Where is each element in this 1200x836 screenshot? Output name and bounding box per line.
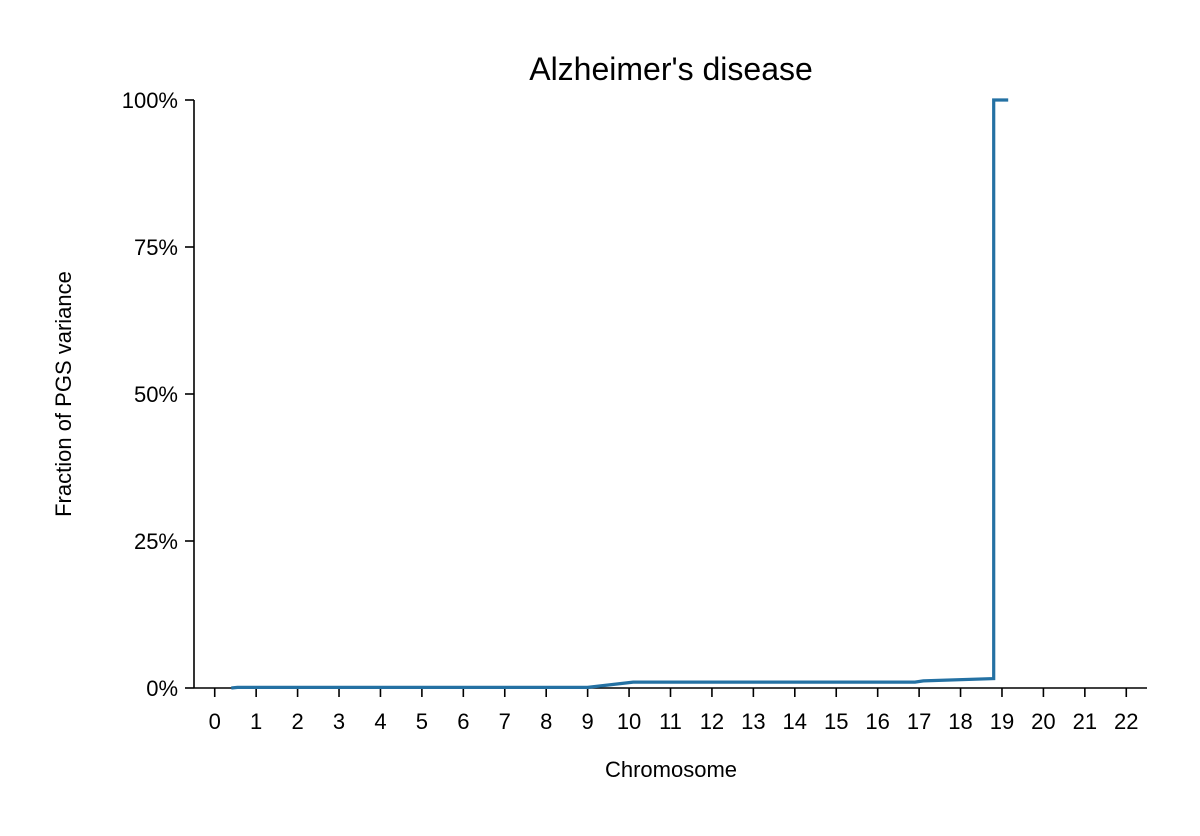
x-tick-label: 16 <box>865 709 889 734</box>
axes <box>193 100 1147 689</box>
y-tick-label: 100% <box>122 88 178 113</box>
x-tick-label: 9 <box>582 709 594 734</box>
series-line-0 <box>231 98 1009 690</box>
x-tick-label: 10 <box>617 709 641 734</box>
y-tick-label: 25% <box>134 529 178 554</box>
x-tick-label: 19 <box>990 709 1014 734</box>
x-tick-label: 11 <box>659 709 682 734</box>
x-tick-label: 12 <box>700 709 724 734</box>
y-tick-label: 50% <box>134 382 178 407</box>
x-tick-label: 14 <box>783 709 807 734</box>
x-tick-label: 7 <box>499 709 511 734</box>
x-tick-label: 13 <box>741 709 765 734</box>
x-tick-label: 2 <box>291 709 303 734</box>
x-tick-label: 1 <box>250 709 262 734</box>
x-tick-label: 8 <box>540 709 552 734</box>
x-tick-label: 3 <box>333 709 345 734</box>
y-axis-ticks: 0% 25% 50% 75% 100% <box>122 88 194 701</box>
x-tick-label: 4 <box>374 709 386 734</box>
x-tick-label: 20 <box>1031 709 1055 734</box>
x-tick-label: 21 <box>1073 709 1097 734</box>
series-layer <box>231 98 1009 690</box>
x-axis-title: Chromosome <box>605 757 737 782</box>
x-tick-label: 18 <box>948 709 972 734</box>
y-tick-label: 0% <box>146 676 178 701</box>
y-tick-label: 75% <box>134 235 178 260</box>
chart-title: Alzheimer's disease <box>529 51 813 87</box>
x-tick-label: 17 <box>907 709 931 734</box>
x-tick-label: 5 <box>416 709 428 734</box>
x-tick-label: 22 <box>1114 709 1138 734</box>
y-axis-title: Fraction of PGS variance <box>51 271 76 517</box>
x-tick-label: 15 <box>824 709 848 734</box>
x-tick-label: 0 <box>209 709 221 734</box>
x-tick-label: 6 <box>457 709 469 734</box>
x-axis-ticks: 0 1 2 3 4 5 6 7 8 9 10 11 12 13 14 15 16 17 18 19 20 21 22 <box>209 688 1139 734</box>
